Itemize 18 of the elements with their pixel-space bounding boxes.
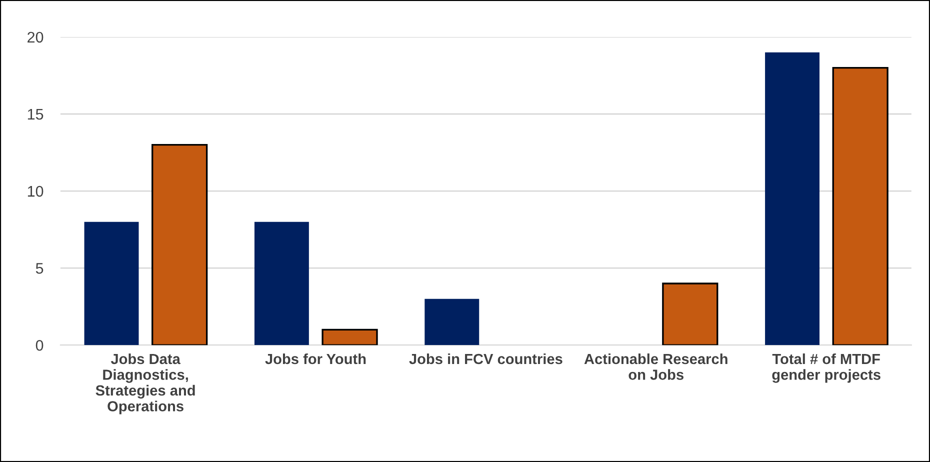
x-tick-label: Jobs in FCV countries	[409, 353, 562, 364]
bar	[152, 144, 208, 346]
y-tick-label: 5	[36, 263, 44, 274]
y-tick-label: 10	[28, 186, 44, 197]
bar	[254, 222, 309, 346]
x-tick-label: Actionable Research on Jobs	[584, 353, 728, 380]
y-tick-label: 15	[28, 109, 44, 120]
y-tick-label: 0	[36, 340, 44, 351]
y-tick-label: 20	[28, 32, 44, 43]
bar	[662, 282, 718, 346]
x-tick-label: Total # of MTDF gender projects	[772, 353, 880, 383]
bar	[322, 328, 378, 346]
bar	[765, 52, 820, 346]
bar	[424, 298, 480, 346]
bar	[84, 222, 139, 346]
bar	[832, 66, 888, 346]
x-tick-label: Jobs Data Diagnostics, Strategies and Operations	[96, 353, 195, 414]
x-tick-label: Jobs for Youth	[265, 353, 366, 364]
